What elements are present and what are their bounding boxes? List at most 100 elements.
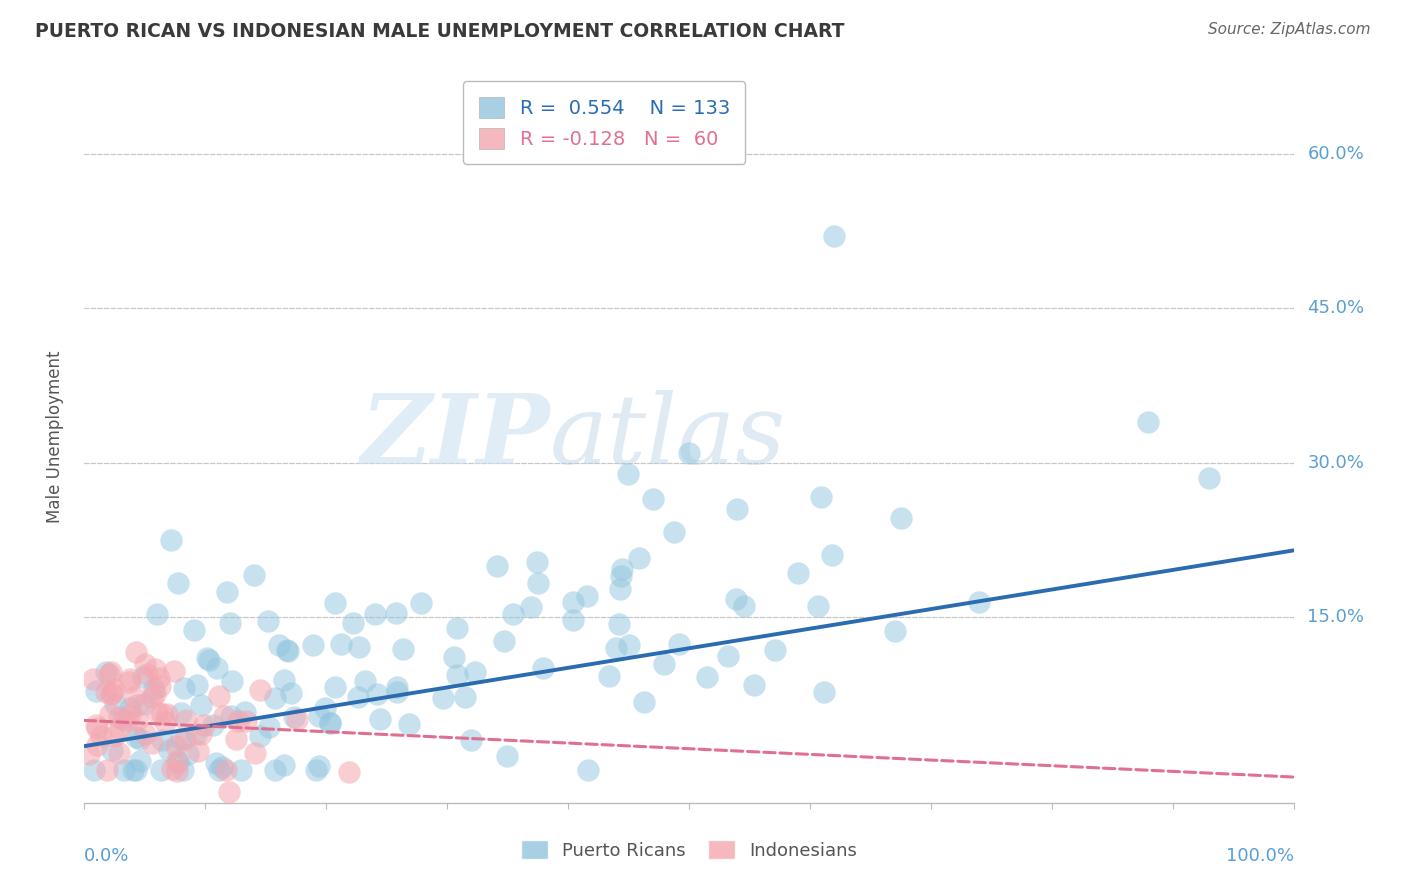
Point (519, 599, 541, 614)
Point (104, 697, 127, 711)
Point (733, 599, 755, 613)
Point (242, 568, 264, 582)
Point (330, 636, 353, 650)
Point (347, 690, 370, 704)
Point (125, 730, 148, 744)
Point (163, 664, 186, 678)
Point (633, 695, 655, 709)
Point (193, 718, 215, 732)
Point (208, 689, 231, 703)
Point (446, 622, 468, 636)
Point (170, 732, 193, 747)
Point (610, 562, 633, 576)
Point (195, 651, 218, 665)
Point (84, 684, 107, 698)
Point (77, 747, 100, 761)
Point (617, 638, 640, 652)
Text: atlas: atlas (550, 390, 786, 484)
Point (149, 763, 172, 777)
Point (725, 502, 748, 516)
Point (765, 643, 787, 657)
Point (160, 762, 183, 776)
Point (561, 613, 583, 627)
Legend: Puerto Ricans, Indonesians: Puerto Ricans, Indonesians (513, 832, 865, 867)
Point (280, 686, 302, 700)
Point (125, 763, 148, 777)
Point (641, 491, 664, 506)
Point (86, 718, 108, 732)
Point (156, 706, 179, 721)
Point (319, 715, 342, 730)
Point (385, 680, 408, 694)
Point (166, 755, 188, 769)
Point (276, 643, 298, 657)
Point (211, 760, 233, 774)
Point (141, 736, 163, 750)
Point (159, 533, 181, 547)
Point (787, 566, 810, 580)
Point (134, 657, 156, 671)
Point (86, 739, 108, 753)
Point (1198, 471, 1220, 485)
Point (96, 665, 118, 680)
Point (149, 679, 172, 693)
Text: 60.0%: 60.0% (1308, 145, 1364, 162)
Text: 30.0%: 30.0% (1308, 454, 1364, 472)
Point (562, 595, 585, 609)
Point (742, 678, 765, 692)
Point (1137, 415, 1160, 429)
Point (208, 763, 231, 777)
Point (141, 690, 163, 704)
Point (347, 640, 370, 654)
Point (664, 525, 686, 540)
Point (257, 615, 280, 629)
Point (120, 708, 142, 723)
Point (363, 607, 385, 621)
Point (83, 763, 105, 777)
Point (173, 681, 195, 696)
Point (273, 758, 295, 772)
Point (108, 722, 131, 736)
Point (464, 665, 486, 680)
Point (678, 445, 700, 459)
Point (652, 657, 675, 672)
Point (716, 648, 738, 663)
Text: PUERTO RICAN VS INDONESIAN MALE UNEMPLOYMENT CORRELATION CHART: PUERTO RICAN VS INDONESIAN MALE UNEMPLOY… (35, 22, 845, 41)
Point (98, 707, 121, 722)
Point (366, 687, 388, 701)
Point (318, 716, 340, 731)
Point (598, 669, 620, 683)
Point (143, 687, 166, 701)
Point (273, 673, 295, 687)
Point (184, 726, 207, 740)
Point (150, 733, 173, 747)
Point (153, 715, 176, 730)
Text: 15.0%: 15.0% (1308, 608, 1364, 626)
Point (134, 727, 156, 741)
Point (257, 720, 280, 734)
Text: ZIP: ZIP (360, 390, 550, 484)
Point (890, 511, 912, 525)
Point (368, 712, 391, 726)
Point (823, 229, 845, 244)
Point (229, 763, 252, 777)
Point (502, 607, 524, 621)
Point (90, 729, 112, 743)
Point (100, 665, 122, 679)
Point (173, 732, 195, 747)
Point (176, 747, 198, 761)
Point (112, 763, 135, 777)
Point (221, 673, 243, 688)
Point (249, 682, 271, 697)
Point (668, 637, 690, 651)
Point (127, 713, 149, 727)
Point (97, 667, 120, 681)
Point (129, 732, 152, 747)
Point (607, 617, 630, 632)
Point (82, 672, 104, 686)
Point (813, 685, 835, 699)
Point (527, 576, 550, 591)
Point (342, 615, 364, 630)
Point (122, 690, 145, 704)
Point (202, 718, 225, 732)
